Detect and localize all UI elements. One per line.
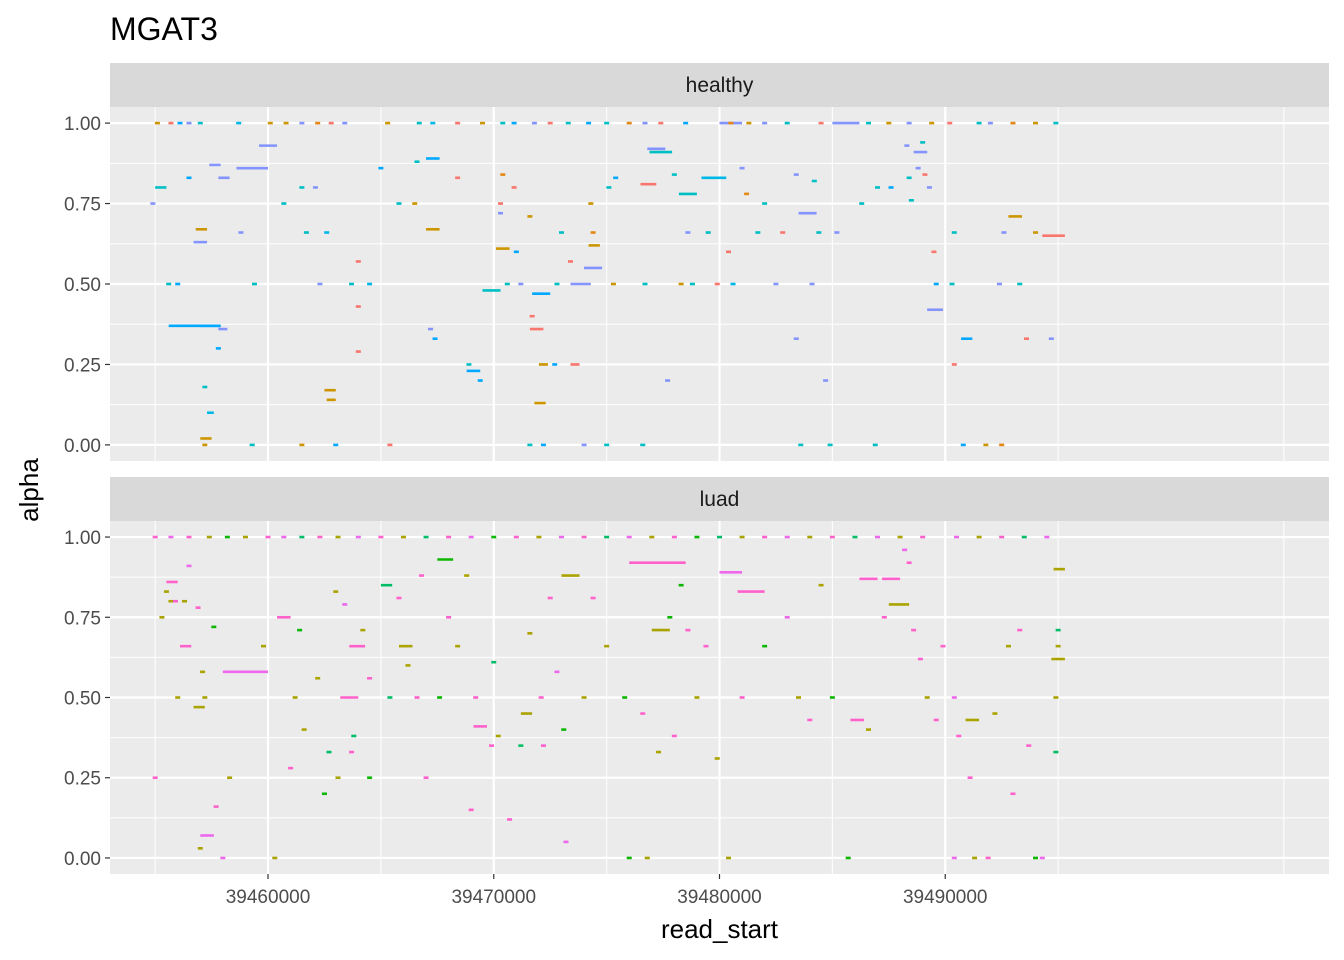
y-tick-label: 0.00 xyxy=(64,849,101,870)
x-tick-label: 39460000 xyxy=(226,887,311,908)
y-tick-label: 0.50 xyxy=(64,689,101,710)
x-tick-label: 39480000 xyxy=(677,887,762,908)
panel-strip-healthy xyxy=(110,63,1329,107)
chart-title: MGAT3 xyxy=(110,11,218,47)
gridlines-healthy xyxy=(110,107,1329,461)
data-marks-luad xyxy=(152,535,1065,860)
y-axes: 0.00 0.25 0.50 0.75 1.00 0.00 0.25 0.50 0.75 1.00 xyxy=(64,114,110,870)
x-tick-label: 39490000 xyxy=(903,887,988,908)
x-axis: 39460000 39470000 39480000 39490000 xyxy=(226,874,988,908)
y-tick-label: 1.00 xyxy=(64,528,101,549)
y-tick-label: 0.75 xyxy=(64,195,101,216)
y-tick-label: 0.75 xyxy=(64,608,101,629)
y-tick-label: 0.25 xyxy=(64,769,101,790)
data-marks-healthy xyxy=(150,121,1065,447)
panel-label-luad: luad xyxy=(700,488,740,511)
y-tick-label: 0.25 xyxy=(64,355,101,376)
y-axis-title: alpha xyxy=(14,458,44,522)
y-tick-label: 1.00 xyxy=(64,114,101,135)
y-tick-label: 0.50 xyxy=(64,275,101,296)
x-tick-label: 39470000 xyxy=(451,887,536,908)
panel-strip-luad xyxy=(110,477,1329,521)
x-axis-title: read_start xyxy=(661,914,779,944)
y-tick-label: 0.00 xyxy=(64,436,101,457)
panel-label-healthy: healthy xyxy=(686,74,754,97)
